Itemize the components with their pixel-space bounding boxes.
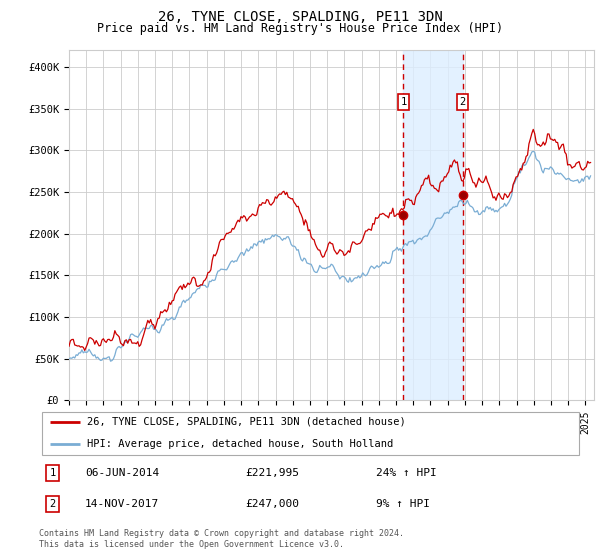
Text: 2: 2 xyxy=(460,97,466,107)
FancyBboxPatch shape xyxy=(42,412,579,455)
Text: 26, TYNE CLOSE, SPALDING, PE11 3DN: 26, TYNE CLOSE, SPALDING, PE11 3DN xyxy=(158,10,442,24)
Text: 1: 1 xyxy=(49,468,56,478)
Text: 2: 2 xyxy=(49,500,56,509)
Text: 1: 1 xyxy=(400,97,407,107)
Text: 24% ↑ HPI: 24% ↑ HPI xyxy=(376,468,436,478)
Text: £247,000: £247,000 xyxy=(245,500,299,509)
Text: 9% ↑ HPI: 9% ↑ HPI xyxy=(376,500,430,509)
Text: HPI: Average price, detached house, South Holland: HPI: Average price, detached house, Sout… xyxy=(87,438,393,449)
Text: 14-NOV-2017: 14-NOV-2017 xyxy=(85,500,160,509)
Bar xyxy=(403,50,463,400)
Text: Price paid vs. HM Land Registry's House Price Index (HPI): Price paid vs. HM Land Registry's House … xyxy=(97,22,503,35)
Text: 26, TYNE CLOSE, SPALDING, PE11 3DN (detached house): 26, TYNE CLOSE, SPALDING, PE11 3DN (deta… xyxy=(87,417,406,427)
Text: 06-JUN-2014: 06-JUN-2014 xyxy=(85,468,160,478)
Text: Contains HM Land Registry data © Crown copyright and database right 2024.
This d: Contains HM Land Registry data © Crown c… xyxy=(39,529,404,549)
Text: £221,995: £221,995 xyxy=(245,468,299,478)
